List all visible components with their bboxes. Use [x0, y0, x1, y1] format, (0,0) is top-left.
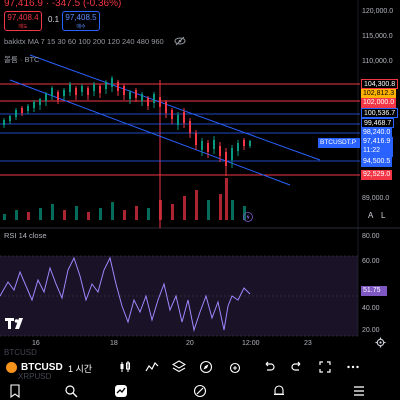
level-tag: 102,812.3	[361, 89, 397, 99]
current-price-tag: 97,416.9 11:22	[361, 137, 393, 157]
volume-bars	[3, 178, 246, 220]
more-icon[interactable]	[346, 360, 360, 374]
price-tick: 110,000.0	[362, 58, 393, 65]
log-scale-button[interactable]: L	[381, 211, 386, 220]
candles	[3, 76, 251, 176]
level-tag: 92,529.0	[361, 170, 393, 180]
level-tag: 99,468.7	[361, 118, 395, 128]
eye-off-icon[interactable]	[174, 36, 186, 46]
compass-icon[interactable]	[199, 360, 213, 374]
spread-value: 0.1	[48, 15, 60, 24]
sell-button[interactable]: 97,408.4 매도	[4, 11, 42, 31]
indicators-icon[interactable]	[145, 360, 159, 374]
interval-selector[interactable]: 1 시간	[68, 364, 93, 374]
lightning-icon[interactable]	[243, 212, 253, 222]
volume-legend[interactable]: 볼륨 · BTC	[4, 55, 40, 64]
price-tick: 89,000.0	[362, 195, 390, 202]
candles-icon[interactable]	[118, 360, 132, 374]
symbol-ghost-bottom: XRPUSD	[18, 372, 52, 381]
buy-button[interactable]: 97,408.5 매수	[62, 11, 100, 31]
auto-scale-button[interactable]: A	[368, 211, 374, 220]
search-icon[interactable]	[64, 384, 78, 398]
buy-price: 97,408.5	[65, 13, 97, 22]
time-tick: 18	[110, 340, 118, 347]
rsi-tick: 80.00	[362, 233, 380, 240]
price-tick: 115,000.0	[362, 33, 393, 40]
rsi-tick: 40.00	[362, 305, 380, 312]
current-price: 97,416.9	[363, 138, 391, 145]
rsi-line	[0, 256, 251, 332]
bar-countdown: 11:22	[363, 147, 380, 154]
chart-tab-icon[interactable]	[114, 384, 128, 398]
gear-icon[interactable]	[375, 337, 386, 348]
header-price-change: 97,416.9 · -347.5 (-0.36%)	[4, 0, 122, 9]
symbol-ghost-top: BTCUSD	[4, 348, 37, 357]
rsi-legend[interactable]: RSI 14 close	[4, 231, 47, 240]
menu-icon[interactable]	[352, 384, 366, 398]
watchlist-icon[interactable]	[8, 384, 22, 398]
notifications-icon[interactable]	[272, 384, 286, 398]
time-tick: 16	[32, 340, 40, 347]
level-tag: 98,240.0	[361, 128, 393, 138]
symbol-price-label: BTCUSDT.P	[318, 138, 360, 148]
sell-price: 97,408.4	[7, 13, 39, 22]
symbol-selector[interactable]: BTCUSD	[21, 362, 63, 373]
rsi-tick: 20.00	[362, 327, 380, 334]
tradingview-logo-icon	[5, 318, 23, 329]
ideas-icon[interactable]	[193, 384, 207, 398]
sell-label: 매도	[18, 24, 28, 30]
level-tag: 102,000.0	[361, 98, 397, 108]
alarm-add-icon[interactable]	[228, 360, 242, 374]
time-tick: 12:00	[242, 340, 260, 347]
fullscreen-icon[interactable]	[318, 360, 332, 374]
level-tag: 100,536.7	[361, 108, 399, 118]
rsi-band	[0, 256, 358, 336]
time-tick: 23	[304, 340, 312, 347]
bitcoin-logo-icon	[6, 362, 17, 373]
level-tag: 94,500.5	[361, 157, 393, 167]
rsi-tick: 60.00	[362, 258, 380, 265]
undo-icon[interactable]	[262, 360, 276, 374]
redo-icon[interactable]	[290, 360, 304, 374]
level-tag: 104,300.8	[361, 79, 399, 89]
time-tick: 20	[186, 340, 194, 347]
layers-icon[interactable]	[172, 360, 186, 374]
price-tick: 120,000.0	[362, 8, 394, 15]
rsi-value-tag: 51.75	[361, 286, 387, 296]
buy-label: 매수	[76, 24, 86, 30]
ma-indicator-legend[interactable]: bakktx MA 7 15 30 60 100 200 120 240 480…	[4, 37, 164, 46]
